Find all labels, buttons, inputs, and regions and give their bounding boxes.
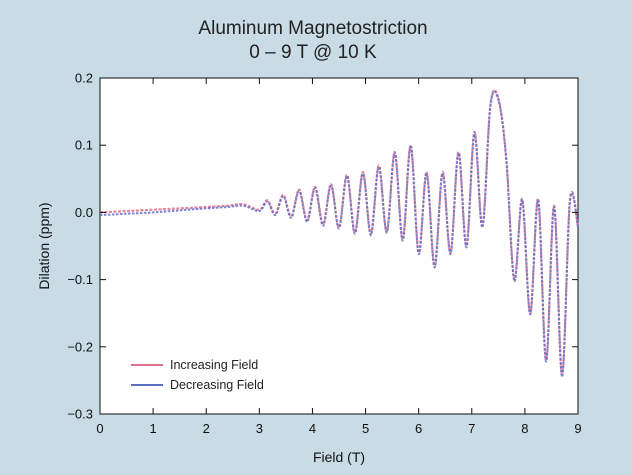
x-tick-label: 4: [309, 421, 316, 436]
chart-title: Aluminum Magnetostriction: [198, 18, 427, 39]
x-axis-label: Field (T): [313, 449, 365, 465]
x-tick-label: 1: [149, 421, 156, 436]
x-tick-label: 7: [468, 421, 475, 436]
y-tick-label: −0.3: [67, 407, 93, 422]
x-tick-label: 3: [256, 421, 263, 436]
x-tick-label: 8: [521, 421, 528, 436]
legend-label-decreasing: Decreasing Field: [170, 378, 264, 392]
plot-area: [99, 77, 579, 415]
y-axis-label: Dilation (ppm): [36, 202, 52, 289]
x-tick-label: 2: [203, 421, 210, 436]
legend-label-increasing: Increasing Field: [170, 358, 258, 372]
x-tick-label: 9: [574, 421, 581, 436]
tick-layer: 0 1 2 3 4 5 6 7 8 9 −0.3 −0.2 −0.1 0.0 0.1 0.2: [67, 71, 581, 437]
legend: Increasing Field Decreasing Field: [131, 358, 264, 392]
y-tick-label: 0.0: [75, 205, 93, 220]
y-tick-label: 0.1: [75, 138, 93, 153]
chart-subtitle: 0 – 9 T @ 10 K: [249, 42, 377, 63]
y-tick-label: 0.2: [75, 71, 93, 86]
x-tick-label: 6: [415, 421, 422, 436]
series-line-decreasing: [99, 90, 579, 379]
y-tick-label: −0.2: [67, 339, 93, 354]
series-layer: [99, 89, 580, 379]
x-tick-label: 0: [96, 421, 103, 436]
x-tick-label: 5: [362, 421, 369, 436]
y-tick-label: −0.1: [67, 272, 93, 287]
